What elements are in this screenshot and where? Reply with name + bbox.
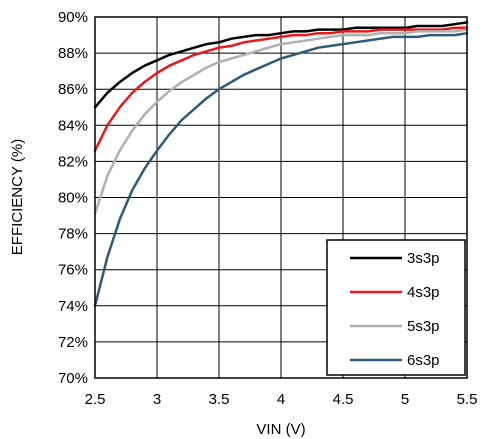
plot-area [94, 16, 468, 379]
x-tick-label: 3 [153, 391, 161, 408]
x-axis-label: VIN (V) [256, 421, 305, 438]
y-tick-label: 88% [58, 45, 88, 62]
series-line-5s3p [93, 28, 469, 215]
legend: 3s3p 4s3p 5s3p 6s3p [326, 239, 466, 376]
x-axis-ticks: 2.5 3 3.5 4 4.5 5 5.5 [85, 391, 478, 408]
series-line-6s3p [93, 31, 469, 308]
y-tick-label: 72% [58, 334, 88, 351]
y-tick-label: 74% [58, 298, 88, 315]
y-tick-label: 82% [58, 153, 88, 170]
x-tick-label: 3.5 [209, 391, 230, 408]
y-tick-label: 80% [58, 190, 88, 207]
x-tick-label: 4 [277, 391, 285, 408]
y-tick-label: 76% [58, 262, 88, 279]
legend-box [326, 239, 466, 376]
y-tick-label: 90% [58, 9, 88, 26]
legend-label-6s3p: 6s3p [407, 352, 440, 369]
series-line-4s3p [93, 26, 469, 152]
series-line-3s3p [93, 21, 469, 109]
y-tick-label: 86% [58, 81, 88, 98]
x-tick-label: 2.5 [85, 391, 106, 408]
series-lines [93, 21, 469, 308]
legend-label-5s3p: 5s3p [407, 318, 440, 335]
x-tick-label: 4.5 [333, 391, 354, 408]
y-tick-label: 78% [58, 226, 88, 243]
legend-label-4s3p: 4s3p [407, 284, 440, 301]
y-axis-ticks: 70% 72% 74% 76% 78% 80% 82% 84% 86% 88% 90% [58, 9, 88, 387]
x-tick-label: 5.5 [457, 391, 478, 408]
y-axis-label: EFFICIENCY (%) [9, 139, 26, 255]
x-tick-label: 5 [401, 391, 409, 408]
y-tick-label: 84% [58, 117, 88, 134]
legend-label-3s3p: 3s3p [407, 250, 440, 267]
y-tick-label: 70% [58, 370, 88, 387]
